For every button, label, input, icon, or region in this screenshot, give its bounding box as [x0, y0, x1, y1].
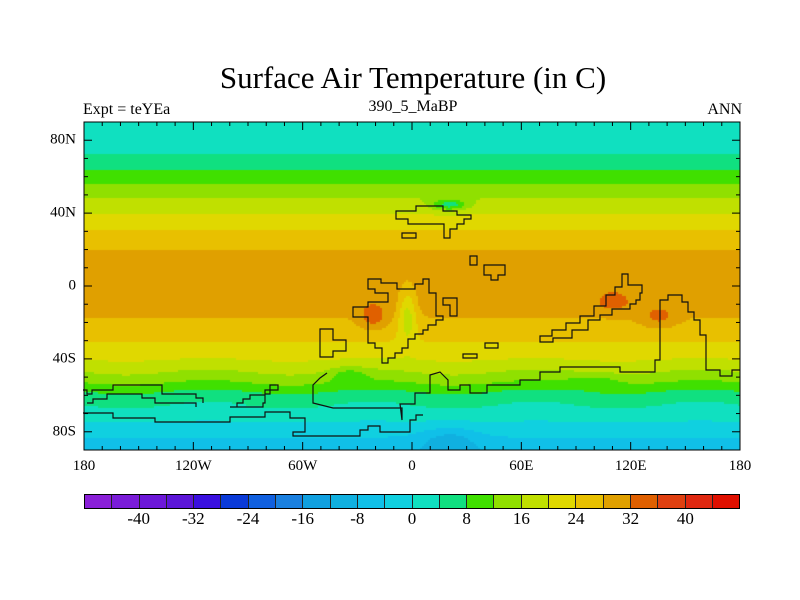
lat-label: 80N: [50, 131, 76, 148]
colorbar-box: [549, 495, 577, 508]
coastline-island: [484, 342, 499, 349]
coastline-asian-peninsula: [539, 273, 643, 343]
colorbar-box: [276, 495, 304, 508]
colorbar-label: -32: [181, 509, 205, 528]
coastline-island: [469, 255, 478, 266]
lat-label: 80S: [52, 423, 76, 440]
colorbar-box: [385, 495, 413, 508]
colorbar-box: [303, 495, 331, 508]
colorbar-label: 24: [567, 509, 585, 528]
colorbar-box: [630, 495, 659, 508]
colorbar-box: [194, 495, 222, 508]
coastline-southern-coast-west-2: [87, 393, 197, 407]
colorbar-box: [139, 495, 167, 508]
colorbar-label: -24: [236, 509, 260, 528]
colorbar-box: [494, 495, 522, 508]
lon-label: 120W: [174, 458, 212, 474]
coastline-island: [319, 328, 347, 358]
colorbar-label: -40: [127, 509, 150, 528]
colorbar-box: [112, 495, 140, 508]
plot-title: Surface Air Temperature (in C): [219, 60, 607, 95]
lon-label: 60W: [288, 458, 318, 474]
colorbar-box: [412, 495, 440, 508]
coastline-island: [483, 264, 506, 281]
lon-label: 0: [408, 458, 416, 474]
coastline-southern-continent: [312, 294, 740, 421]
colorbar-box: [248, 495, 277, 508]
colorbar: [84, 494, 740, 509]
lon-label: 60E: [509, 458, 534, 474]
coastline-island: [442, 297, 458, 317]
colorbar-label: 0: [407, 509, 417, 528]
coastline-northern-continent: [395, 205, 472, 239]
colorbar-label: 40: [676, 509, 694, 528]
temperature-map: [84, 122, 740, 450]
colorbar-box: [685, 495, 713, 508]
lat-label: 40S: [52, 350, 76, 367]
colorbar-label: -16: [291, 509, 314, 528]
colorbar-label: -8: [350, 509, 365, 528]
colorbar-box: [467, 495, 495, 508]
coastline-island: [401, 232, 417, 239]
colorbar-box: [166, 495, 195, 508]
colorbar-box: [576, 495, 604, 508]
colorbar-box: [330, 495, 358, 508]
colorbar-box: [658, 495, 686, 508]
coastline-antarctic: [83, 411, 423, 437]
experiment-label: Expt = teYEa: [83, 101, 171, 118]
coastline-island: [462, 353, 478, 359]
lat-label: 40N: [50, 204, 76, 221]
lat-label: 0: [68, 277, 77, 294]
coastlines: [83, 205, 740, 437]
colorbar-label: 16: [512, 509, 530, 528]
colorbar-label: 8: [462, 509, 471, 528]
season-label: ANN: [707, 101, 742, 118]
colorbar-box: [221, 495, 249, 508]
lon-label: 120E: [614, 458, 647, 474]
coastline-southern-coast-west: [83, 384, 204, 403]
axis-ticks: [83, 121, 741, 451]
colorbar-label: 32: [622, 509, 640, 528]
colorbar-box: [357, 495, 386, 508]
colorbar-box: [85, 495, 113, 508]
colorbar-box: [603, 495, 631, 508]
coastline-peninsula: [230, 384, 279, 408]
coastline-central-continent: [352, 278, 444, 364]
lon-label: 180: [728, 458, 752, 474]
lon-label: 180: [72, 458, 96, 474]
colorbar-box: [439, 495, 468, 508]
colorbar-box: [521, 495, 550, 508]
colorbar-box: [712, 495, 740, 508]
case-label: 390_5_MaBP: [368, 98, 458, 115]
